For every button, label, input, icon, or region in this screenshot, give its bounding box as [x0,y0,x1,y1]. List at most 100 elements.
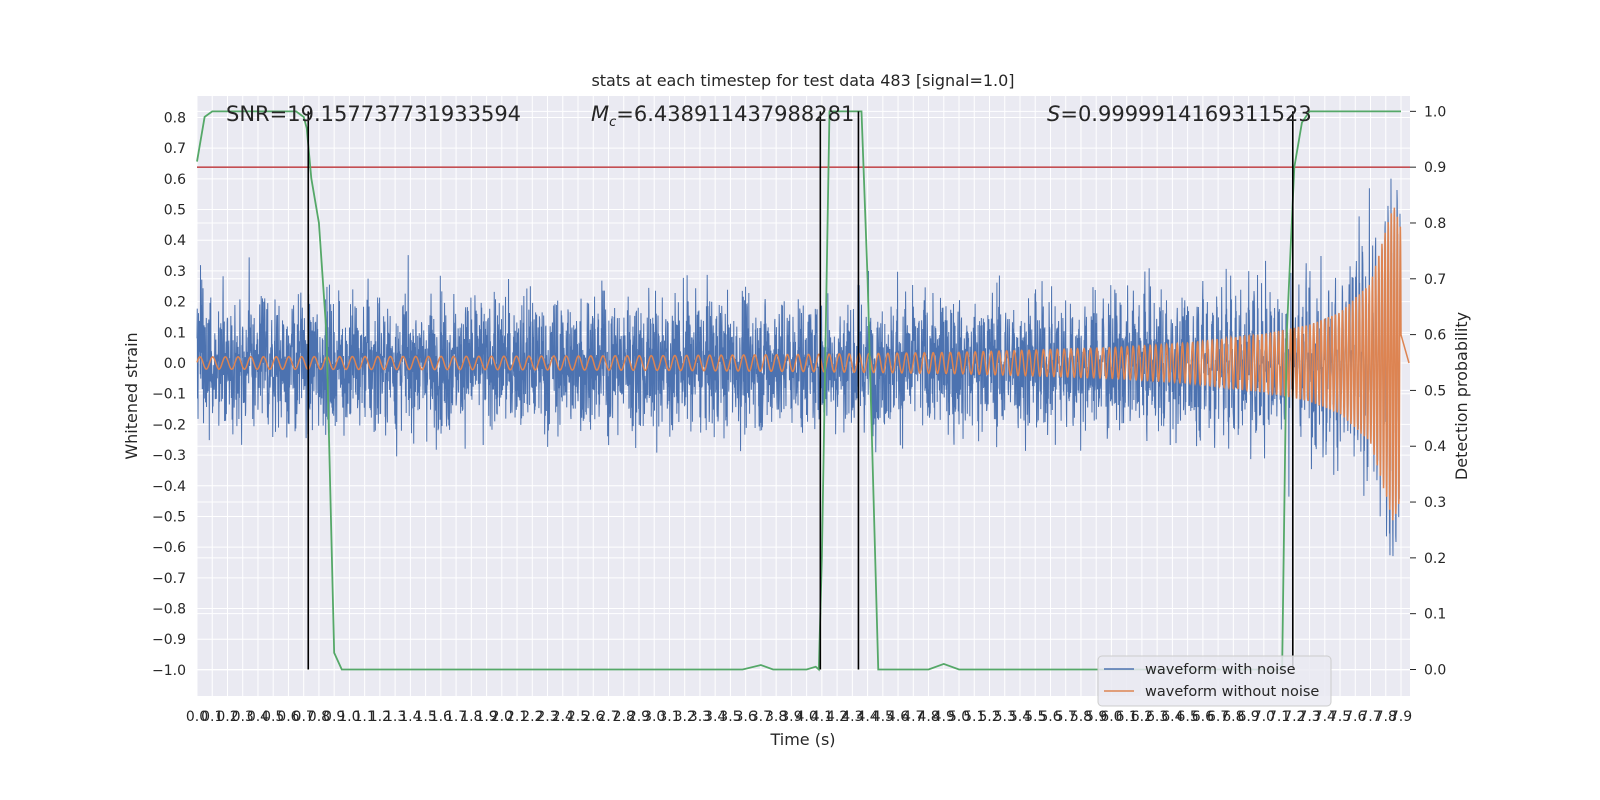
x-tick-label: 0.2 [216,709,238,725]
x-tick-label: 4.6 [887,709,909,725]
y-axis-label: Whitened strain [122,332,141,459]
y-tick-label: 0.7 [164,141,186,157]
y-tick-label: 0.1 [164,325,186,341]
chirp-mass-annotation: Mc=6.438911437988281 [591,102,854,130]
chart-title: stats at each timestep for test data 483… [591,71,1014,90]
x-tick-label: 5.5 [1024,709,1046,725]
y-tick-label: −0.8 [152,602,186,618]
y2-tick-label: 0.7 [1424,272,1446,288]
legend-box [1097,655,1332,707]
x-tick-label: 0.0 [186,709,208,725]
x-tick-label: 3.6 [735,709,757,725]
y2-tick-label: 0.6 [1424,328,1446,344]
legend: waveform with noise waveform without noi… [1097,655,1332,707]
y-tick-label: −0.6 [152,540,186,556]
x-tick-label: 1.9 [475,709,497,725]
x-tick-label: 5.7 [1055,709,1077,725]
x-tick-label: 4.7 [902,709,924,725]
x-tick-label: 2.3 [536,709,558,725]
chirp-mass-subscript: c [609,115,616,130]
y-tick-label: 0.4 [164,233,186,249]
x-tick-label: 7.9 [1390,709,1412,725]
y-tick-label: −0.3 [152,448,186,464]
x-tick-label: 0.3 [232,709,254,725]
snr-annotation: SNR=19.157737731933594 [226,102,521,126]
y2-tick-label: 0.1 [1424,607,1446,623]
x-tick-label: 4.3 [841,709,863,725]
x-tick-label: 0.8 [308,709,330,725]
y-tick-label: 0.3 [164,264,186,280]
y-tick-label: 0.6 [164,172,186,188]
y-tick-label: −0.2 [152,417,186,433]
x-tick-label: 1.6 [430,709,452,725]
y2-tick-label: 0.3 [1424,495,1446,511]
y-tick-label: 0.5 [164,203,186,219]
x-tick-label: 0.1 [201,709,223,725]
x-tick-label: 0.4 [247,709,269,725]
y2-axis-label: Detection probability [1452,312,1471,480]
x-tick-label: 6.9 [1237,709,1259,725]
x-tick-label: 7.2 [1283,709,1305,725]
x-tick-label: 2.9 [628,709,650,725]
legend-label-noise: waveform with noise [1145,662,1296,678]
x-tick-label: 2.8 [613,709,635,725]
y-tick-label: −1.0 [152,663,186,679]
x-tick-label: 7.8 [1375,709,1397,725]
x-tick-label: 5.6 [1039,709,1061,725]
x-tick-label: 6.3 [1146,709,1168,725]
x-tick-label: 4.4 [856,709,878,725]
y-tick-label: 0.0 [164,356,186,372]
y2-tick-label: 0.9 [1424,160,1446,176]
noisy-waveform-line [196,178,1402,557]
y2-tick-label: 0.4 [1424,439,1446,455]
x-tick-label: 2.1 [506,709,528,725]
x-tick-label: 7.5 [1329,709,1351,725]
score-annotation: S=0.9999914169311523 [1047,102,1312,126]
x-tick-label: 7.4 [1314,709,1336,725]
x-tick-label: 3.4 [704,709,726,725]
x-tick-label: 4.8 [917,709,939,725]
x-tick-label: 6.4 [1161,709,1183,725]
x-tick-label: 7.7 [1359,709,1381,725]
legend-label-clean: waveform without noise [1145,684,1319,700]
x-tick-label: 5.8 [1070,709,1092,725]
x-tick-label: 1.3 [384,709,406,725]
x-tick-label: 1.8 [460,709,482,725]
x-tick-label: 7.0 [1253,709,1275,725]
x-tick-label: 1.2 [369,709,391,725]
x-tick-label: 7.3 [1298,709,1320,725]
x-tick-label: 2.5 [567,709,589,725]
series-waveform-with-noise [196,178,1402,557]
x-tick-label: 6.5 [1177,709,1199,725]
y2-tick-label: 0.0 [1424,662,1446,678]
x-tick-label: 6.1 [1116,709,1138,725]
y2-tick-labels: 1.0 0.9 0.8 0.7 0.6 0.5 0.4 0.3 0.2 0.1 0.0 [1424,104,1446,678]
x-tick-label: 0.7 [293,709,315,725]
x-tick-label: 3.9 [780,709,802,725]
x-tick-label: 6.6 [1192,709,1214,725]
y-tick-label: −0.5 [152,509,186,525]
y-tick-label: −0.9 [152,632,186,648]
event-markers [307,111,1294,670]
y2-tick-label: 1.0 [1424,104,1446,120]
x-tick-label: 6.0 [1100,709,1122,725]
y2-tick-label: 0.2 [1424,551,1446,567]
score-symbol: S [1047,102,1060,126]
score-value: =0.9999914169311523 [1060,102,1311,126]
x-tick-label: 1.4 [399,709,421,725]
x-tick-label: 7.1 [1268,709,1290,725]
x-tick-label: 5.0 [948,709,970,725]
x-tick-label: 3.3 [689,709,711,725]
x-tick-label: 3.2 [674,709,696,725]
x-tick-label: 3.1 [658,709,680,725]
x-tick-label: 3.8 [765,709,787,725]
x-tick-label: 1.5 [414,709,436,725]
x-tick-label: 2.6 [582,709,604,725]
x-tick-label: 4.1 [811,709,833,725]
x-tick-label: 6.7 [1207,709,1229,725]
x-tick-label: 5.1 [963,709,985,725]
x-tick-label: 2.4 [552,709,574,725]
series-waveform-without-noise [196,207,1410,521]
x-tick-label: 1.7 [445,709,467,725]
y2-tick-label: 0.8 [1424,216,1446,232]
